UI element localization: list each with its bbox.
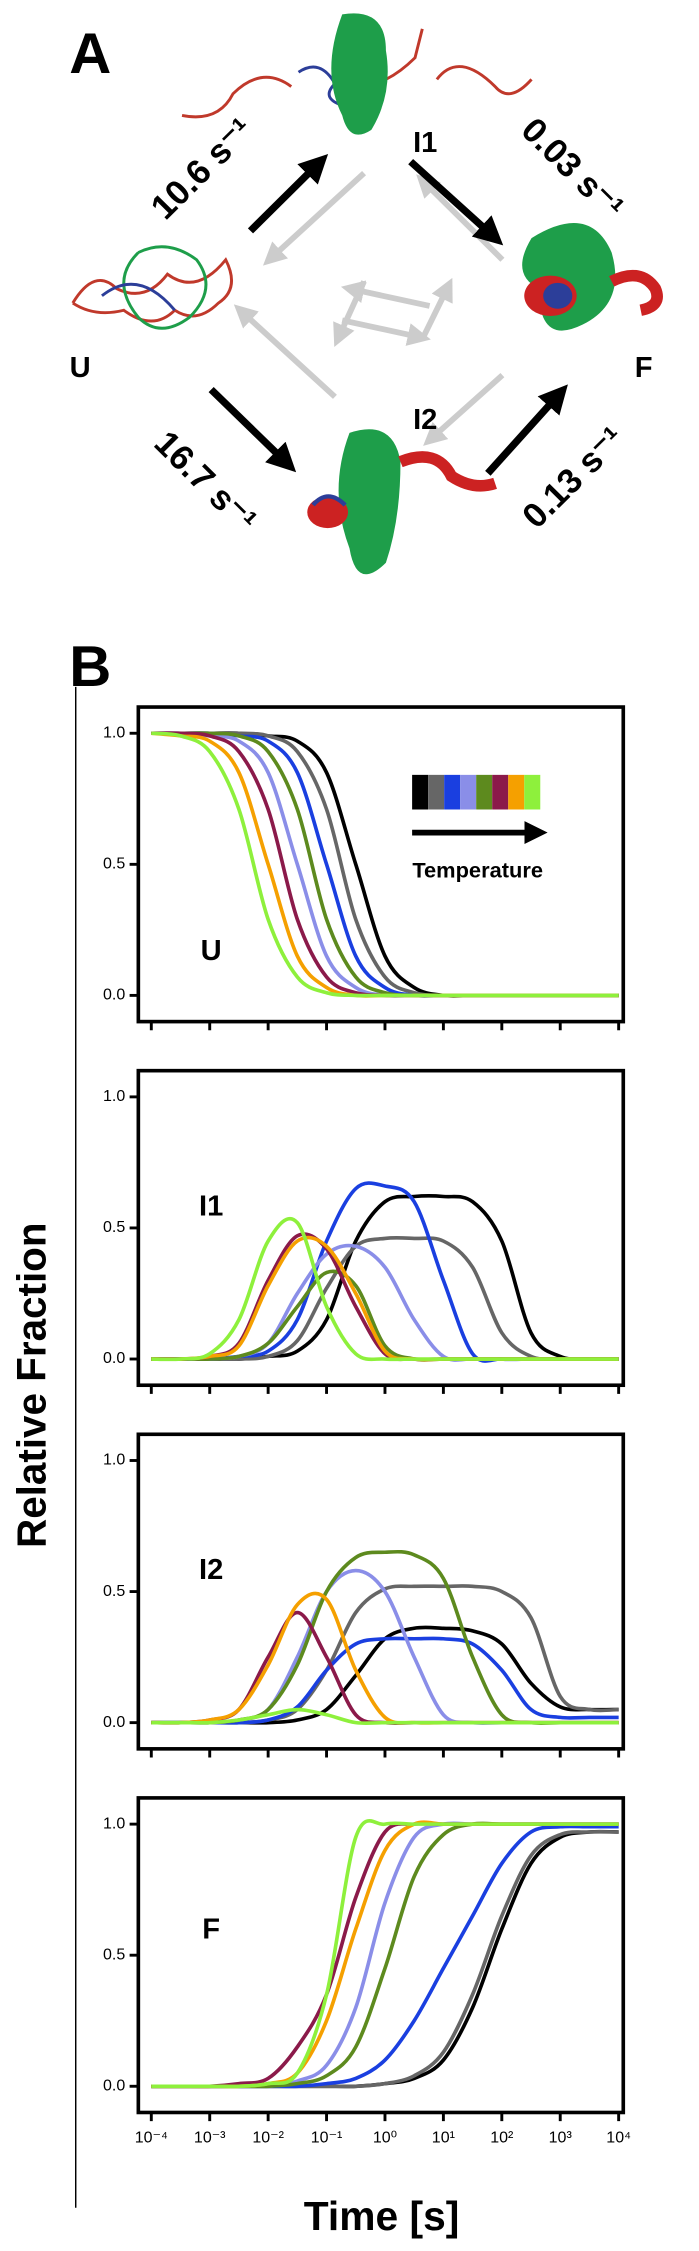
data-line: [151, 1584, 619, 1725]
panel-b: B Relative Fraction Time [s]: [9, 635, 460, 2238]
data-line: [151, 1269, 619, 1362]
state-label: F: [635, 352, 653, 384]
rate-label: 0.13 s⁻¹: [515, 420, 632, 536]
x-tick-label: 10⁰: [373, 2130, 397, 2147]
data-line: [151, 1821, 619, 2089]
y-tick-label: 1.0: [103, 1452, 125, 1469]
x-tick-label: 10¹: [432, 2130, 455, 2147]
legend-swatch: [428, 774, 445, 810]
panel-state-label: F: [202, 1913, 220, 1945]
y-tick-label: 1.0: [103, 1088, 125, 1105]
y-tick-label: 1.0: [103, 1815, 125, 1832]
structure-u: [71, 245, 233, 330]
data-line: [151, 1821, 619, 2089]
structure-f: [522, 223, 663, 331]
data-line: [151, 1232, 619, 1362]
data-line: [151, 1829, 619, 2089]
y-axis-label: Relative Fraction: [9, 1222, 55, 1547]
y-tick-label: 0.0: [103, 1714, 125, 1731]
legend-swatch: [460, 774, 477, 810]
legend-title: Temperature: [412, 857, 543, 882]
x-tick-label: 10²: [490, 2130, 513, 2147]
state-label: U: [70, 352, 91, 384]
x-tick-label: 10⁻³: [194, 2130, 226, 2147]
legend-swatch: [412, 774, 429, 810]
data-line: [151, 1821, 619, 2089]
minor-arrows: [233, 171, 505, 446]
data-line: [151, 1216, 619, 1362]
chart-panel: 0.0 0.5 1.0 I2: [103, 1432, 626, 1758]
legend-swatch: [444, 774, 461, 810]
x-tick-label: 10⁻²: [252, 2130, 284, 2147]
data-line: [151, 1829, 619, 2089]
y-tick-label: 0.0: [103, 2078, 125, 2095]
y-tick-label: 1.0: [103, 725, 125, 742]
legend-swatch: [524, 774, 541, 810]
x-tick-label: 10⁴: [606, 2130, 631, 2147]
panel-state-label: U: [201, 935, 222, 967]
panel-state-label: I2: [199, 1554, 223, 1586]
y-tick-label: 0.0: [103, 1350, 125, 1367]
major-arrows: [208, 153, 568, 476]
panel-label: A: [69, 22, 111, 86]
state-label: I2: [413, 404, 437, 436]
panel-a: A: [69, 13, 663, 575]
y-tick-label: 0.5: [103, 1219, 125, 1236]
legend-swatch: [476, 774, 493, 810]
data-line: [151, 1625, 619, 1725]
chart-panel: 0.0 0.5 1.0 U Temperature: [103, 705, 626, 1031]
data-line: [151, 731, 619, 998]
chart-panel: 0.0 0.5 1.0 10⁻⁴ 10⁻³ 10⁻² 10⁻¹ 10⁰ 10¹ 10² 10³ 10⁴…: [103, 1796, 631, 2147]
panel-state-label: I1: [199, 1190, 223, 1222]
data-line: [151, 1820, 619, 2089]
state-label: I1: [413, 127, 437, 159]
rate-label: 0.03 s⁻¹: [514, 111, 631, 227]
structure-i1: [181, 13, 533, 135]
x-tick-label: 10³: [549, 2130, 572, 2147]
y-tick-label: 0.0: [103, 987, 125, 1004]
y-tick-label: 0.5: [103, 1946, 125, 1963]
structure-i2: [307, 429, 497, 575]
data-line: [151, 1235, 619, 1362]
chart-panel: 0.0 0.5 1.0 I1: [103, 1068, 626, 1394]
legend-swatch: [508, 774, 525, 810]
data-line: [151, 1235, 619, 1362]
data-line: [151, 1824, 619, 2089]
legend-swatch: [492, 774, 509, 810]
data-line: [151, 1591, 619, 1725]
rate-label: 16.7 s⁻¹: [147, 424, 264, 540]
y-tick-label: 0.5: [103, 856, 125, 873]
x-axis-label: Time [s]: [304, 2193, 460, 2239]
data-line: [151, 1636, 619, 1725]
x-tick-label: 10⁻⁴: [135, 2130, 168, 2147]
data-line: [151, 1819, 619, 2089]
x-tick-label: 10⁻¹: [311, 2130, 343, 2147]
y-tick-label: 0.5: [103, 1583, 125, 1600]
rate-label: 10.6 s⁻¹: [144, 111, 261, 227]
data-line: [151, 1707, 619, 1726]
